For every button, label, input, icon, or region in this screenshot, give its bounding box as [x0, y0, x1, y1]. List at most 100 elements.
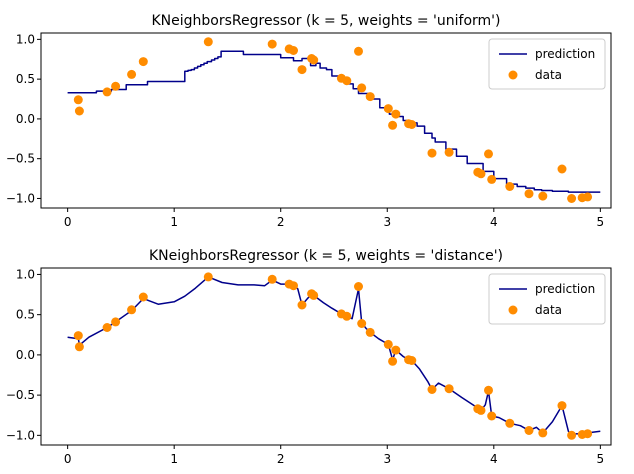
data-point: [388, 356, 398, 366]
data-point: [309, 290, 319, 300]
x-tick-label: 3: [383, 452, 391, 466]
y-tick-label: −0.5: [6, 152, 35, 166]
data-point: [267, 39, 277, 49]
data-point: [476, 405, 486, 415]
data-point: [444, 147, 454, 157]
data-point: [388, 120, 398, 130]
data-point: [524, 426, 534, 435]
axes-frame: [40, 267, 612, 446]
data-point: [557, 164, 567, 174]
data-point: [538, 428, 548, 438]
legend-marker-swatch: [508, 70, 518, 80]
data-point: [391, 109, 401, 119]
data-point: [138, 57, 148, 67]
x-tick-label: 3: [383, 215, 391, 229]
x-tick-label: 1: [170, 215, 178, 229]
data-point: [484, 149, 493, 159]
x-tick-label: 1: [170, 452, 178, 466]
data-point: [583, 429, 593, 439]
data-point: [407, 356, 417, 365]
data-point: [391, 345, 401, 355]
data-point: [365, 92, 375, 102]
data-point: [383, 339, 393, 349]
data-point: [74, 342, 84, 352]
y-tick-label: 0.0: [16, 348, 35, 362]
data-point: [289, 281, 298, 291]
x-tick-label: 0: [64, 452, 72, 466]
chart-panel-1: KNeighborsRegressor (k = 5, weights = 'u…: [6, 13, 612, 229]
data-point: [524, 189, 534, 199]
chart-title: KNeighborsRegressor (k = 5, weights = 'd…: [149, 248, 503, 264]
data-point: [297, 65, 307, 75]
data-point: [74, 106, 84, 116]
data-point: [342, 311, 352, 321]
x-tick-label: 5: [597, 452, 605, 466]
data-point: [309, 55, 319, 65]
legend-label-prediction: prediction: [535, 47, 595, 61]
data-point: [365, 327, 375, 337]
data-point: [476, 169, 486, 179]
x-tick-label: 5: [597, 215, 605, 229]
y-tick-label: 0.0: [16, 112, 35, 126]
data-point: [505, 182, 515, 191]
y-tick-label: 0.5: [16, 72, 35, 86]
data-point: [203, 272, 213, 282]
y-tick-label: −0.5: [6, 388, 35, 402]
data-point: [203, 37, 213, 47]
axes-frame: [40, 32, 612, 209]
data-point: [267, 274, 277, 284]
data-point: [538, 191, 548, 201]
legend-label-prediction: prediction: [535, 282, 595, 296]
x-tick-label: 2: [277, 452, 285, 466]
data-point: [357, 319, 367, 328]
y-tick-label: −1.0: [6, 428, 35, 442]
data-point: [111, 81, 121, 91]
legend-label-data: data: [535, 68, 562, 82]
y-tick-label: 0.5: [16, 308, 35, 322]
data-point: [427, 385, 437, 394]
data-point: [342, 76, 352, 86]
data-point: [354, 46, 363, 56]
y-tick-label: 1.0: [16, 267, 35, 281]
data-point: [487, 411, 497, 421]
data-point: [487, 174, 497, 184]
legend: prediction data: [488, 273, 606, 325]
data-point: [102, 87, 112, 97]
data-point: [297, 300, 307, 310]
data-point: [289, 46, 298, 55]
plot-area: [67, 272, 601, 440]
data-point: [354, 282, 363, 291]
data-point: [407, 120, 417, 129]
data-point: [111, 317, 121, 327]
y-tick-label: 1.0: [16, 32, 35, 46]
data-point: [484, 385, 493, 395]
x-tick-label: 4: [490, 215, 498, 229]
data-point: [73, 95, 83, 105]
y-tick-label: −1.0: [6, 191, 35, 205]
data-point: [383, 104, 393, 114]
legend-box: [488, 38, 606, 90]
plot-area: [67, 37, 601, 203]
x-tick-label: 0: [64, 215, 72, 229]
data-point: [357, 83, 367, 93]
data-point: [505, 418, 515, 428]
x-tick-label: 2: [277, 215, 285, 229]
data-point: [73, 331, 83, 341]
data-point: [127, 69, 137, 79]
data-point: [567, 194, 577, 203]
legend-label-data: data: [535, 303, 562, 317]
data-point: [102, 323, 112, 332]
legend-marker-swatch: [508, 305, 518, 315]
data-point: [427, 148, 437, 158]
data-point: [557, 401, 567, 411]
legend-box: [488, 273, 606, 325]
data-point: [583, 192, 593, 202]
chart-panel-2: KNeighborsRegressor (k = 5, weights = 'd…: [6, 248, 612, 466]
data-point: [127, 305, 137, 315]
legend: prediction data: [488, 38, 606, 90]
data-point: [138, 292, 148, 302]
x-tick-label: 4: [490, 452, 498, 466]
data-point: [444, 384, 454, 394]
chart-title: KNeighborsRegressor (k = 5, weights = 'u…: [151, 13, 500, 29]
